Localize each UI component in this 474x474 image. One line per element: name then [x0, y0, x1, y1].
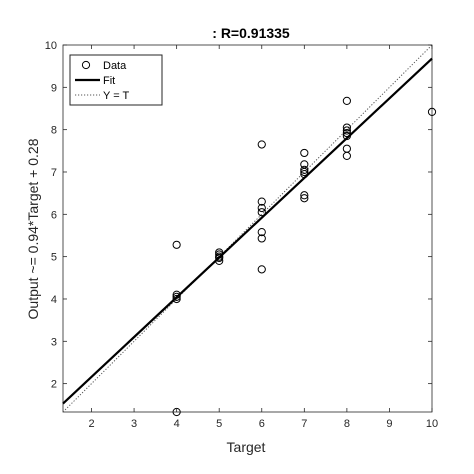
axis-ticks: 2 3 4 5 6 7 8 9 10 2 3 4 5 6 7 8 9 10 — [45, 40, 438, 430]
data-point — [215, 248, 224, 257]
x-tick-label: 9 — [386, 418, 392, 430]
x-tick-label: 8 — [344, 418, 350, 430]
data-point — [257, 234, 266, 243]
plot-area — [62, 44, 437, 417]
legend: Data Fit Y = T — [69, 54, 163, 106]
data-point — [172, 292, 181, 301]
y-tick-label: 6 — [51, 209, 57, 221]
data-point — [257, 140, 266, 149]
data-point — [215, 250, 224, 259]
data-point — [257, 197, 266, 206]
y-tick-label: 8 — [51, 125, 57, 137]
data-point — [342, 128, 351, 138]
data-point — [342, 151, 351, 161]
legend-identity-label: Y = T — [103, 90, 129, 102]
data-point — [342, 126, 351, 135]
data-point — [300, 148, 309, 158]
legend-fit-label: Fit — [103, 75, 115, 87]
x-tick-label: 2 — [88, 418, 94, 430]
x-tick-label: 5 — [216, 418, 222, 430]
data-point — [215, 253, 224, 263]
data-point — [172, 294, 181, 304]
y-tick-label: 2 — [51, 379, 57, 391]
data-point — [342, 96, 351, 105]
y-tick-label: 3 — [51, 336, 57, 348]
chart-title: : R=0.91335 — [212, 25, 290, 41]
y-axis-label: Output ~= 0.94*Target + 0.28 — [25, 138, 41, 319]
y-tick-label: 9 — [51, 82, 57, 94]
data-point — [257, 265, 266, 274]
x-tick-label: 10 — [426, 418, 438, 430]
data-point — [300, 167, 309, 177]
legend-data-marker — [81, 60, 91, 70]
x-tick-label: 6 — [259, 418, 265, 430]
legend-data-label: Data — [103, 60, 127, 72]
x-axis-label: Target — [227, 439, 266, 455]
fit-line — [62, 57, 433, 405]
data-point — [300, 170, 309, 179]
axes-frame — [62, 44, 433, 413]
x-tick-label: 4 — [174, 418, 180, 430]
data-point — [172, 290, 181, 299]
data-point — [257, 208, 266, 217]
data-point — [342, 123, 351, 132]
data-point — [300, 194, 309, 203]
data-point — [172, 240, 181, 249]
data-point — [300, 191, 309, 200]
data-point — [257, 203, 266, 213]
data-point — [427, 107, 437, 116]
y-tick-label: 7 — [51, 167, 57, 179]
data-point — [300, 165, 309, 174]
x-tick-label: 3 — [131, 418, 137, 430]
y-tick-label: 10 — [45, 40, 57, 52]
data-point — [215, 256, 224, 265]
y-tick-label: 4 — [51, 294, 57, 306]
x-tick-label: 7 — [301, 418, 307, 430]
data-point — [257, 227, 266, 237]
data-point — [342, 131, 351, 141]
y-tick-label: 5 — [51, 252, 57, 264]
